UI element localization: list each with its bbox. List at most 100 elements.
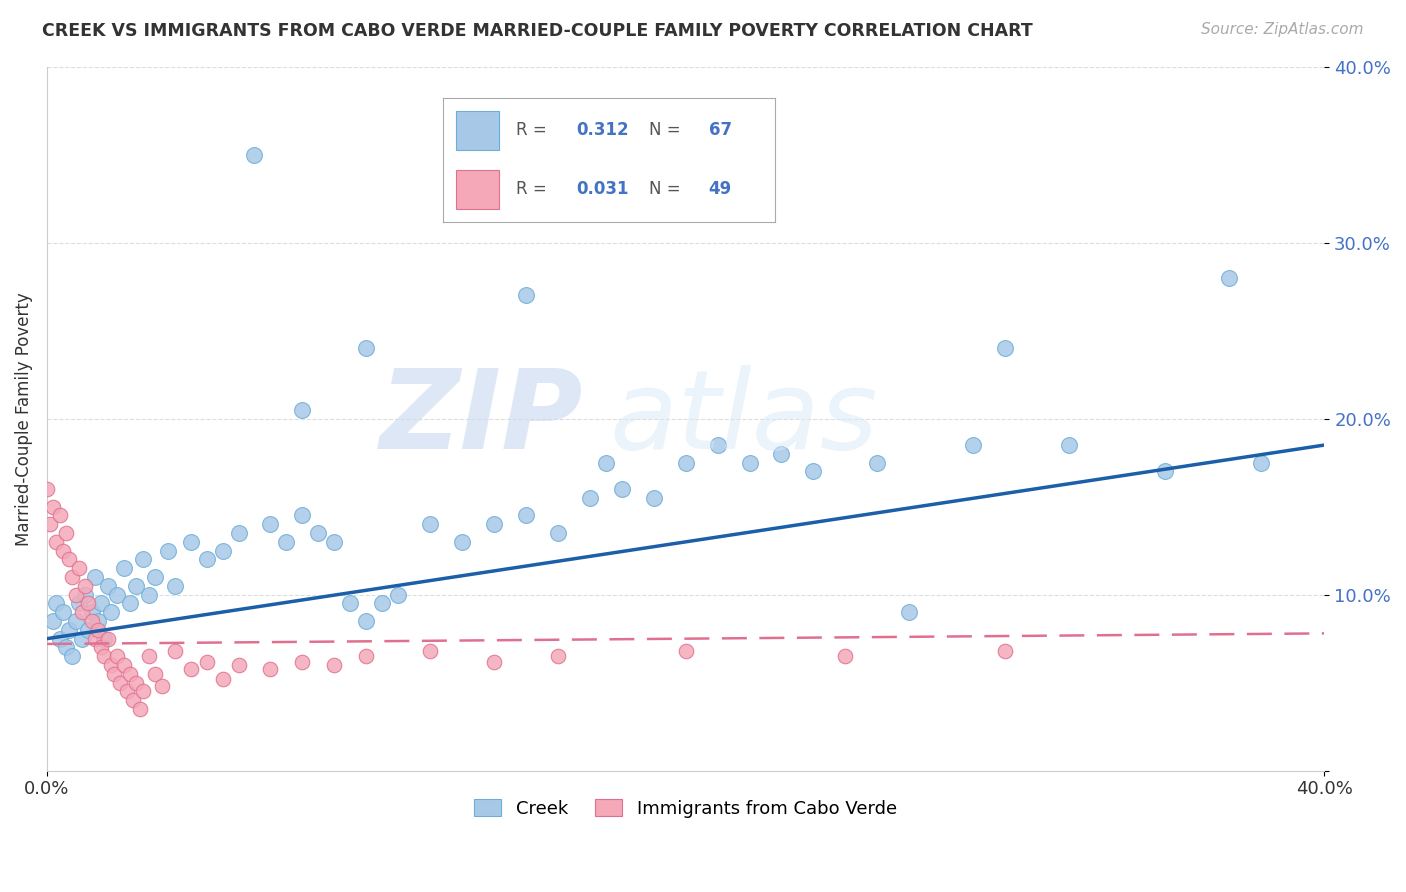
Text: CREEK VS IMMIGRANTS FROM CABO VERDE MARRIED-COUPLE FAMILY POVERTY CORRELATION CH: CREEK VS IMMIGRANTS FROM CABO VERDE MARR… <box>42 22 1033 40</box>
Point <box>75 579 97 593</box>
Point <box>103 666 125 681</box>
Point <box>77 597 100 611</box>
Point <box>675 644 697 658</box>
Point <box>356 614 378 628</box>
Point <box>595 456 617 470</box>
Point <box>90 597 112 611</box>
Point <box>83 632 105 646</box>
Point <box>65 588 87 602</box>
Point <box>97 579 120 593</box>
Y-axis label: Married-Couple Family Poverty: Married-Couple Family Poverty <box>15 292 32 546</box>
Point <box>803 465 825 479</box>
Point <box>547 526 569 541</box>
Point <box>371 597 394 611</box>
Point <box>834 649 856 664</box>
Point <box>1057 438 1080 452</box>
Point <box>994 644 1017 658</box>
Point <box>547 649 569 664</box>
Point <box>211 672 233 686</box>
Point <box>228 526 250 541</box>
Point <box>77 623 100 637</box>
Point <box>259 662 281 676</box>
Point <box>97 632 120 646</box>
Point <box>291 402 314 417</box>
Point <box>112 561 135 575</box>
Point <box>58 552 80 566</box>
Point <box>323 534 346 549</box>
Point <box>93 632 115 646</box>
Point <box>1218 270 1240 285</box>
Point <box>180 534 202 549</box>
Point <box>706 438 728 452</box>
Point <box>211 543 233 558</box>
Point <box>482 517 505 532</box>
Point <box>419 644 441 658</box>
Point <box>100 605 122 619</box>
Point <box>118 597 141 611</box>
Point <box>307 526 329 541</box>
Point <box>42 500 65 514</box>
Point <box>145 570 167 584</box>
Point <box>356 649 378 664</box>
Point <box>83 570 105 584</box>
Point <box>1153 465 1175 479</box>
Point <box>157 543 180 558</box>
Point <box>259 517 281 532</box>
Point <box>163 644 186 658</box>
Point <box>128 702 150 716</box>
Point <box>125 579 148 593</box>
Point <box>42 614 65 628</box>
Point <box>62 649 84 664</box>
Point <box>115 684 138 698</box>
Point <box>145 666 167 681</box>
Point <box>105 588 128 602</box>
Point <box>138 588 160 602</box>
Point <box>105 649 128 664</box>
Point <box>55 640 77 655</box>
Point <box>45 597 67 611</box>
Point <box>291 508 314 523</box>
Point <box>58 623 80 637</box>
Point <box>48 508 70 523</box>
Text: ZIP: ZIP <box>380 365 583 472</box>
Point <box>67 597 90 611</box>
Point <box>738 456 761 470</box>
Point <box>35 482 58 496</box>
Point <box>80 614 103 628</box>
Point <box>451 534 474 549</box>
Point <box>87 623 110 637</box>
Point <box>80 605 103 619</box>
Point <box>195 552 218 566</box>
Point <box>48 632 70 646</box>
Point <box>65 614 87 628</box>
Point <box>55 526 77 541</box>
Point <box>131 684 153 698</box>
Point <box>515 288 537 302</box>
Point <box>898 605 921 619</box>
Point <box>118 666 141 681</box>
Point <box>122 693 145 707</box>
Point <box>180 662 202 676</box>
Point <box>62 570 84 584</box>
Text: Source: ZipAtlas.com: Source: ZipAtlas.com <box>1201 22 1364 37</box>
Point <box>90 640 112 655</box>
Point <box>70 605 93 619</box>
Point <box>482 655 505 669</box>
Point <box>228 658 250 673</box>
Point <box>243 147 266 161</box>
Point <box>579 491 602 505</box>
Point <box>866 456 889 470</box>
Point <box>75 588 97 602</box>
Point <box>770 447 793 461</box>
Point <box>87 614 110 628</box>
Point <box>100 658 122 673</box>
Point <box>39 517 62 532</box>
Point <box>515 508 537 523</box>
Point <box>387 588 409 602</box>
Point <box>52 605 75 619</box>
Point <box>195 655 218 669</box>
Point <box>1250 456 1272 470</box>
Point <box>110 675 132 690</box>
Point <box>610 482 633 496</box>
Point <box>962 438 984 452</box>
